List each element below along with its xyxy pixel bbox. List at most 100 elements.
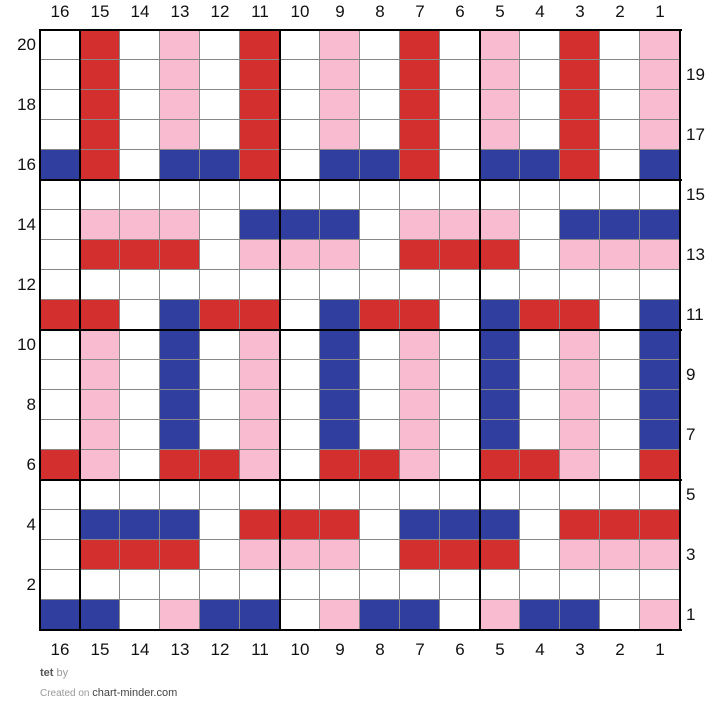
cell-r12-c5[interactable]: [480, 270, 520, 300]
cell-r7-c2[interactable]: [600, 420, 640, 450]
cell-r11-c15[interactable]: [80, 300, 120, 330]
cell-r18-c10[interactable]: [280, 90, 320, 120]
cell-r11-c8[interactable]: [360, 300, 400, 330]
cell-r9-c16[interactable]: [40, 360, 80, 390]
cell-r7-c3[interactable]: [560, 420, 600, 450]
cell-r20-c14[interactable]: [120, 30, 160, 60]
cell-r13-c4[interactable]: [520, 240, 560, 270]
cell-r17-c12[interactable]: [200, 120, 240, 150]
cell-r14-c12[interactable]: [200, 210, 240, 240]
cell-r7-c1[interactable]: [640, 420, 680, 450]
cell-r17-c11[interactable]: [240, 120, 280, 150]
cell-r7-c12[interactable]: [200, 420, 240, 450]
cell-r18-c13[interactable]: [160, 90, 200, 120]
cell-r6-c2[interactable]: [600, 450, 640, 480]
cell-r19-c6[interactable]: [440, 60, 480, 90]
cell-r1-c14[interactable]: [120, 600, 160, 630]
cell-r20-c15[interactable]: [80, 30, 120, 60]
cell-r5-c11[interactable]: [240, 480, 280, 510]
cell-r15-c3[interactable]: [560, 180, 600, 210]
cell-r3-c9[interactable]: [320, 540, 360, 570]
cell-r11-c7[interactable]: [400, 300, 440, 330]
cell-r19-c15[interactable]: [80, 60, 120, 90]
cell-r14-c10[interactable]: [280, 210, 320, 240]
cell-r10-c1[interactable]: [640, 330, 680, 360]
cell-r5-c14[interactable]: [120, 480, 160, 510]
cell-r20-c11[interactable]: [240, 30, 280, 60]
cell-r4-c16[interactable]: [40, 510, 80, 540]
cell-r16-c1[interactable]: [640, 150, 680, 180]
cell-r20-c8[interactable]: [360, 30, 400, 60]
cell-r18-c6[interactable]: [440, 90, 480, 120]
cell-r18-c1[interactable]: [640, 90, 680, 120]
cell-r15-c14[interactable]: [120, 180, 160, 210]
cell-r7-c11[interactable]: [240, 420, 280, 450]
cell-r13-c7[interactable]: [400, 240, 440, 270]
cell-r20-c10[interactable]: [280, 30, 320, 60]
cell-r18-c3[interactable]: [560, 90, 600, 120]
cell-r6-c9[interactable]: [320, 450, 360, 480]
cell-r3-c10[interactable]: [280, 540, 320, 570]
cell-r8-c10[interactable]: [280, 390, 320, 420]
cell-r14-c5[interactable]: [480, 210, 520, 240]
cell-r20-c12[interactable]: [200, 30, 240, 60]
cell-r16-c4[interactable]: [520, 150, 560, 180]
cell-r15-c13[interactable]: [160, 180, 200, 210]
cell-r6-c7[interactable]: [400, 450, 440, 480]
cell-r12-c7[interactable]: [400, 270, 440, 300]
cell-r3-c4[interactable]: [520, 540, 560, 570]
cell-r18-c15[interactable]: [80, 90, 120, 120]
cell-r7-c14[interactable]: [120, 420, 160, 450]
cell-r15-c1[interactable]: [640, 180, 680, 210]
cell-r14-c14[interactable]: [120, 210, 160, 240]
cell-r15-c6[interactable]: [440, 180, 480, 210]
cell-r17-c6[interactable]: [440, 120, 480, 150]
cell-r12-c6[interactable]: [440, 270, 480, 300]
cell-r15-c15[interactable]: [80, 180, 120, 210]
cell-r3-c7[interactable]: [400, 540, 440, 570]
cell-r15-c16[interactable]: [40, 180, 80, 210]
cell-r17-c7[interactable]: [400, 120, 440, 150]
cell-r10-c2[interactable]: [600, 330, 640, 360]
cell-r6-c5[interactable]: [480, 450, 520, 480]
cell-r19-c2[interactable]: [600, 60, 640, 90]
cell-r4-c4[interactable]: [520, 510, 560, 540]
cell-r10-c15[interactable]: [80, 330, 120, 360]
cell-r10-c11[interactable]: [240, 330, 280, 360]
cell-r19-c5[interactable]: [480, 60, 520, 90]
cell-r15-c7[interactable]: [400, 180, 440, 210]
cell-r9-c11[interactable]: [240, 360, 280, 390]
cell-r5-c1[interactable]: [640, 480, 680, 510]
cell-r16-c3[interactable]: [560, 150, 600, 180]
cell-r16-c10[interactable]: [280, 150, 320, 180]
cell-r5-c3[interactable]: [560, 480, 600, 510]
cell-r1-c1[interactable]: [640, 600, 680, 630]
site-link[interactable]: chart-minder.com: [92, 687, 178, 699]
cell-r5-c5[interactable]: [480, 480, 520, 510]
cell-r19-c11[interactable]: [240, 60, 280, 90]
cell-r14-c4[interactable]: [520, 210, 560, 240]
cell-r16-c13[interactable]: [160, 150, 200, 180]
cell-r4-c15[interactable]: [80, 510, 120, 540]
cell-r11-c6[interactable]: [440, 300, 480, 330]
cell-r18-c14[interactable]: [120, 90, 160, 120]
cell-r13-c1[interactable]: [640, 240, 680, 270]
cell-r6-c8[interactable]: [360, 450, 400, 480]
cell-r14-c11[interactable]: [240, 210, 280, 240]
cell-r8-c1[interactable]: [640, 390, 680, 420]
cell-r18-c8[interactable]: [360, 90, 400, 120]
cell-r5-c10[interactable]: [280, 480, 320, 510]
cell-r14-c2[interactable]: [600, 210, 640, 240]
cell-r16-c2[interactable]: [600, 150, 640, 180]
cell-r6-c12[interactable]: [200, 450, 240, 480]
cell-r12-c1[interactable]: [640, 270, 680, 300]
cell-r10-c6[interactable]: [440, 330, 480, 360]
cell-r1-c16[interactable]: [40, 600, 80, 630]
cell-r4-c7[interactable]: [400, 510, 440, 540]
cell-r4-c5[interactable]: [480, 510, 520, 540]
cell-r10-c3[interactable]: [560, 330, 600, 360]
cell-r20-c3[interactable]: [560, 30, 600, 60]
cell-r16-c16[interactable]: [40, 150, 80, 180]
cell-r4-c12[interactable]: [200, 510, 240, 540]
cell-r3-c8[interactable]: [360, 540, 400, 570]
